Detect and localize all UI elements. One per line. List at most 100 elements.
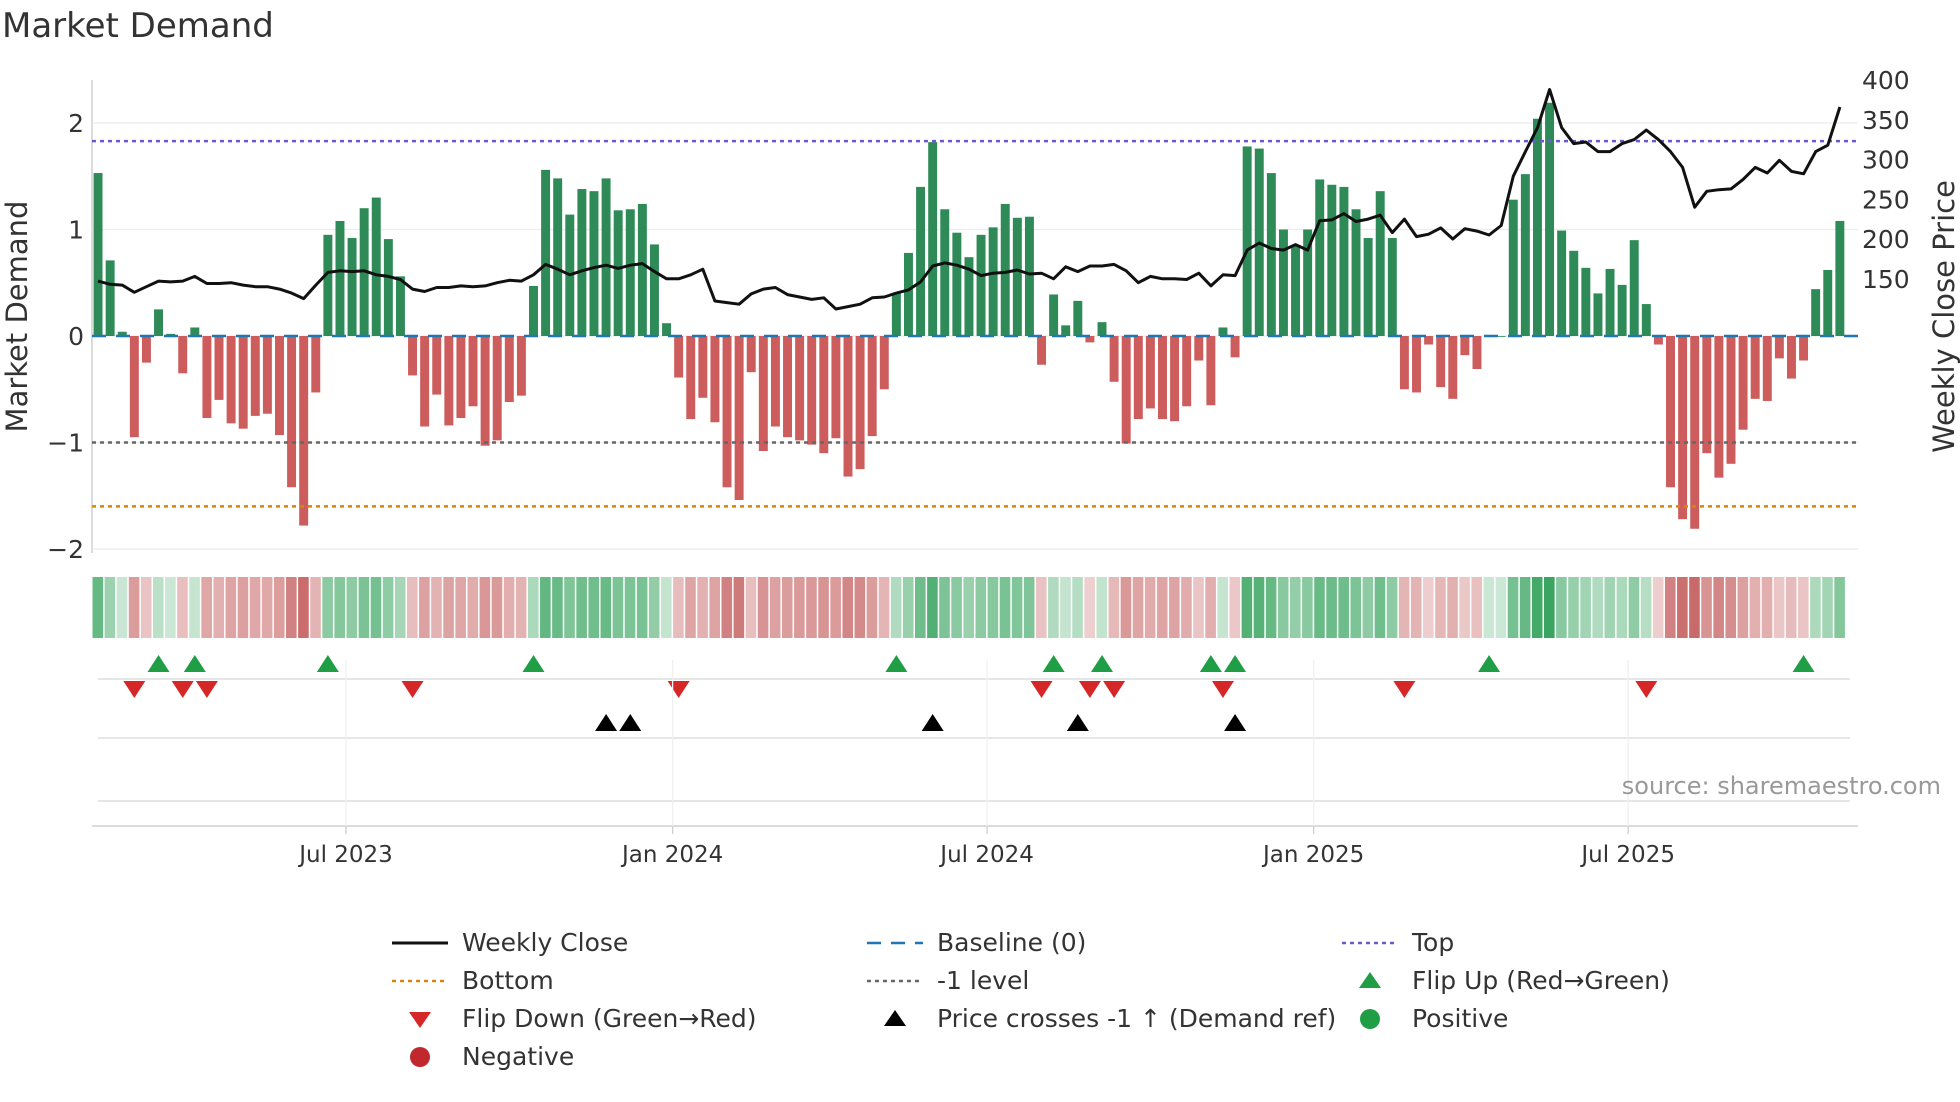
heat-cell bbox=[661, 577, 672, 638]
demand-bar bbox=[625, 209, 635, 336]
demand-bar bbox=[843, 336, 853, 477]
heat-cell bbox=[1169, 577, 1180, 638]
flip-down-marker bbox=[1030, 681, 1053, 698]
heat-cell bbox=[1326, 577, 1337, 638]
y2-tick-label: 350 bbox=[1862, 106, 1910, 135]
heat-cell bbox=[1459, 577, 1470, 638]
heat-cell bbox=[394, 577, 406, 638]
demand-bar bbox=[154, 309, 164, 336]
legend-item-price-cross[interactable]: Price crosses -1 ↑ (Demand ref) bbox=[865, 1004, 1336, 1033]
heat-cell bbox=[1471, 577, 1483, 638]
demand-bar bbox=[383, 239, 393, 336]
legend-item-negative[interactable]: Negative bbox=[390, 1042, 574, 1071]
demand-bar bbox=[347, 238, 357, 336]
demand-bar bbox=[1678, 336, 1688, 520]
heat-cell bbox=[213, 577, 225, 638]
heat-cell bbox=[1035, 577, 1047, 638]
dotted-line-icon bbox=[1340, 930, 1400, 956]
legend-item-weekly-close[interactable]: Weekly Close bbox=[390, 928, 628, 957]
heat-cell bbox=[515, 577, 527, 638]
price-cross-marker bbox=[1224, 714, 1247, 731]
legend-item-minus-one[interactable]: -1 level bbox=[865, 966, 1029, 995]
heat-cell bbox=[939, 577, 950, 638]
demand-bar bbox=[214, 336, 224, 400]
demand-bar bbox=[1835, 220, 1845, 336]
demand-bar bbox=[1363, 238, 1373, 336]
demand-bar bbox=[1702, 336, 1712, 454]
demand-bar bbox=[1460, 336, 1470, 356]
y-axis-title: Market Demand bbox=[0, 201, 34, 433]
demand-bar bbox=[1520, 174, 1530, 336]
demand-bar bbox=[1351, 209, 1361, 336]
demand-bar bbox=[1170, 336, 1180, 422]
heat-cell bbox=[648, 577, 660, 638]
demand-bar bbox=[1750, 336, 1760, 399]
price-cross-marker bbox=[1066, 714, 1089, 731]
x-tick-label: Jan 2024 bbox=[620, 842, 723, 868]
circle-icon bbox=[390, 1044, 450, 1070]
demand-bar bbox=[504, 336, 514, 403]
legend-label: Positive bbox=[1412, 1004, 1509, 1033]
heat-cell bbox=[92, 577, 104, 638]
demand-bar bbox=[1327, 184, 1337, 336]
demand-bar bbox=[1375, 191, 1385, 336]
heat-cell bbox=[1096, 577, 1108, 638]
y2-tick-label: 200 bbox=[1862, 225, 1910, 254]
demand-bar bbox=[928, 142, 938, 336]
y2-tick-label: 250 bbox=[1862, 185, 1910, 214]
heat-cell bbox=[503, 577, 515, 638]
demand-bar bbox=[1000, 203, 1010, 336]
demand-bar bbox=[1666, 336, 1675, 488]
legend-item-flip-up[interactable]: Flip Up (Red→Green) bbox=[1340, 966, 1670, 995]
demand-bar bbox=[1581, 267, 1591, 336]
demand-bar bbox=[1472, 336, 1482, 370]
heat-cell bbox=[600, 577, 612, 638]
flip-up-marker bbox=[885, 655, 908, 672]
page-title: Market Demand bbox=[2, 6, 274, 46]
heat-cell bbox=[1592, 577, 1603, 638]
heat-cell bbox=[443, 577, 454, 638]
demand-bar bbox=[1799, 336, 1809, 361]
heat-cell bbox=[1737, 577, 1749, 638]
dotted-line-icon bbox=[390, 968, 450, 994]
demand-bar bbox=[601, 178, 611, 336]
heat-cell bbox=[757, 577, 769, 638]
heat-cell bbox=[322, 577, 333, 638]
heat-cell bbox=[1362, 577, 1374, 638]
flip-up-marker bbox=[1478, 655, 1501, 672]
demand-bar bbox=[1508, 199, 1518, 336]
demand-bar bbox=[746, 336, 756, 373]
heat-cell bbox=[576, 577, 587, 638]
heat-cell bbox=[1544, 577, 1555, 638]
flip-down-marker bbox=[171, 681, 194, 698]
flip-down-marker bbox=[1393, 681, 1416, 698]
demand-bar bbox=[1424, 336, 1434, 345]
demand-bar bbox=[553, 178, 563, 336]
legend-item-bottom[interactable]: Bottom bbox=[390, 966, 554, 995]
heat-cell bbox=[201, 577, 212, 638]
legend-label: Flip Up (Red→Green) bbox=[1412, 966, 1670, 995]
demand-bar bbox=[903, 252, 913, 336]
heat-cell bbox=[1350, 577, 1362, 638]
demand-bar bbox=[1266, 173, 1276, 336]
demand-bar bbox=[1097, 322, 1107, 336]
legend-item-top[interactable]: Top bbox=[1340, 928, 1454, 957]
legend-item-flip-down[interactable]: Flip Down (Green→Red) bbox=[390, 1004, 757, 1033]
y2-axis-title: Weekly Close Price bbox=[1927, 180, 1960, 453]
heat-cell bbox=[1689, 577, 1700, 638]
flip-down-marker bbox=[1635, 681, 1658, 698]
legend-item-baseline[interactable]: Baseline (0) bbox=[865, 928, 1086, 957]
demand-bar bbox=[323, 234, 333, 336]
demand-bar bbox=[1641, 304, 1651, 336]
demand-bar bbox=[1339, 186, 1349, 336]
demand-bar bbox=[1133, 336, 1143, 420]
demand-bar bbox=[1073, 300, 1083, 336]
heat-cell bbox=[1374, 577, 1386, 638]
legend-item-positive[interactable]: Positive bbox=[1340, 1004, 1508, 1033]
heat-cell bbox=[842, 577, 854, 638]
heat-cell bbox=[1120, 577, 1132, 638]
heat-cell bbox=[999, 577, 1011, 638]
demand-bar bbox=[275, 336, 284, 436]
heat-cell bbox=[1410, 577, 1422, 638]
